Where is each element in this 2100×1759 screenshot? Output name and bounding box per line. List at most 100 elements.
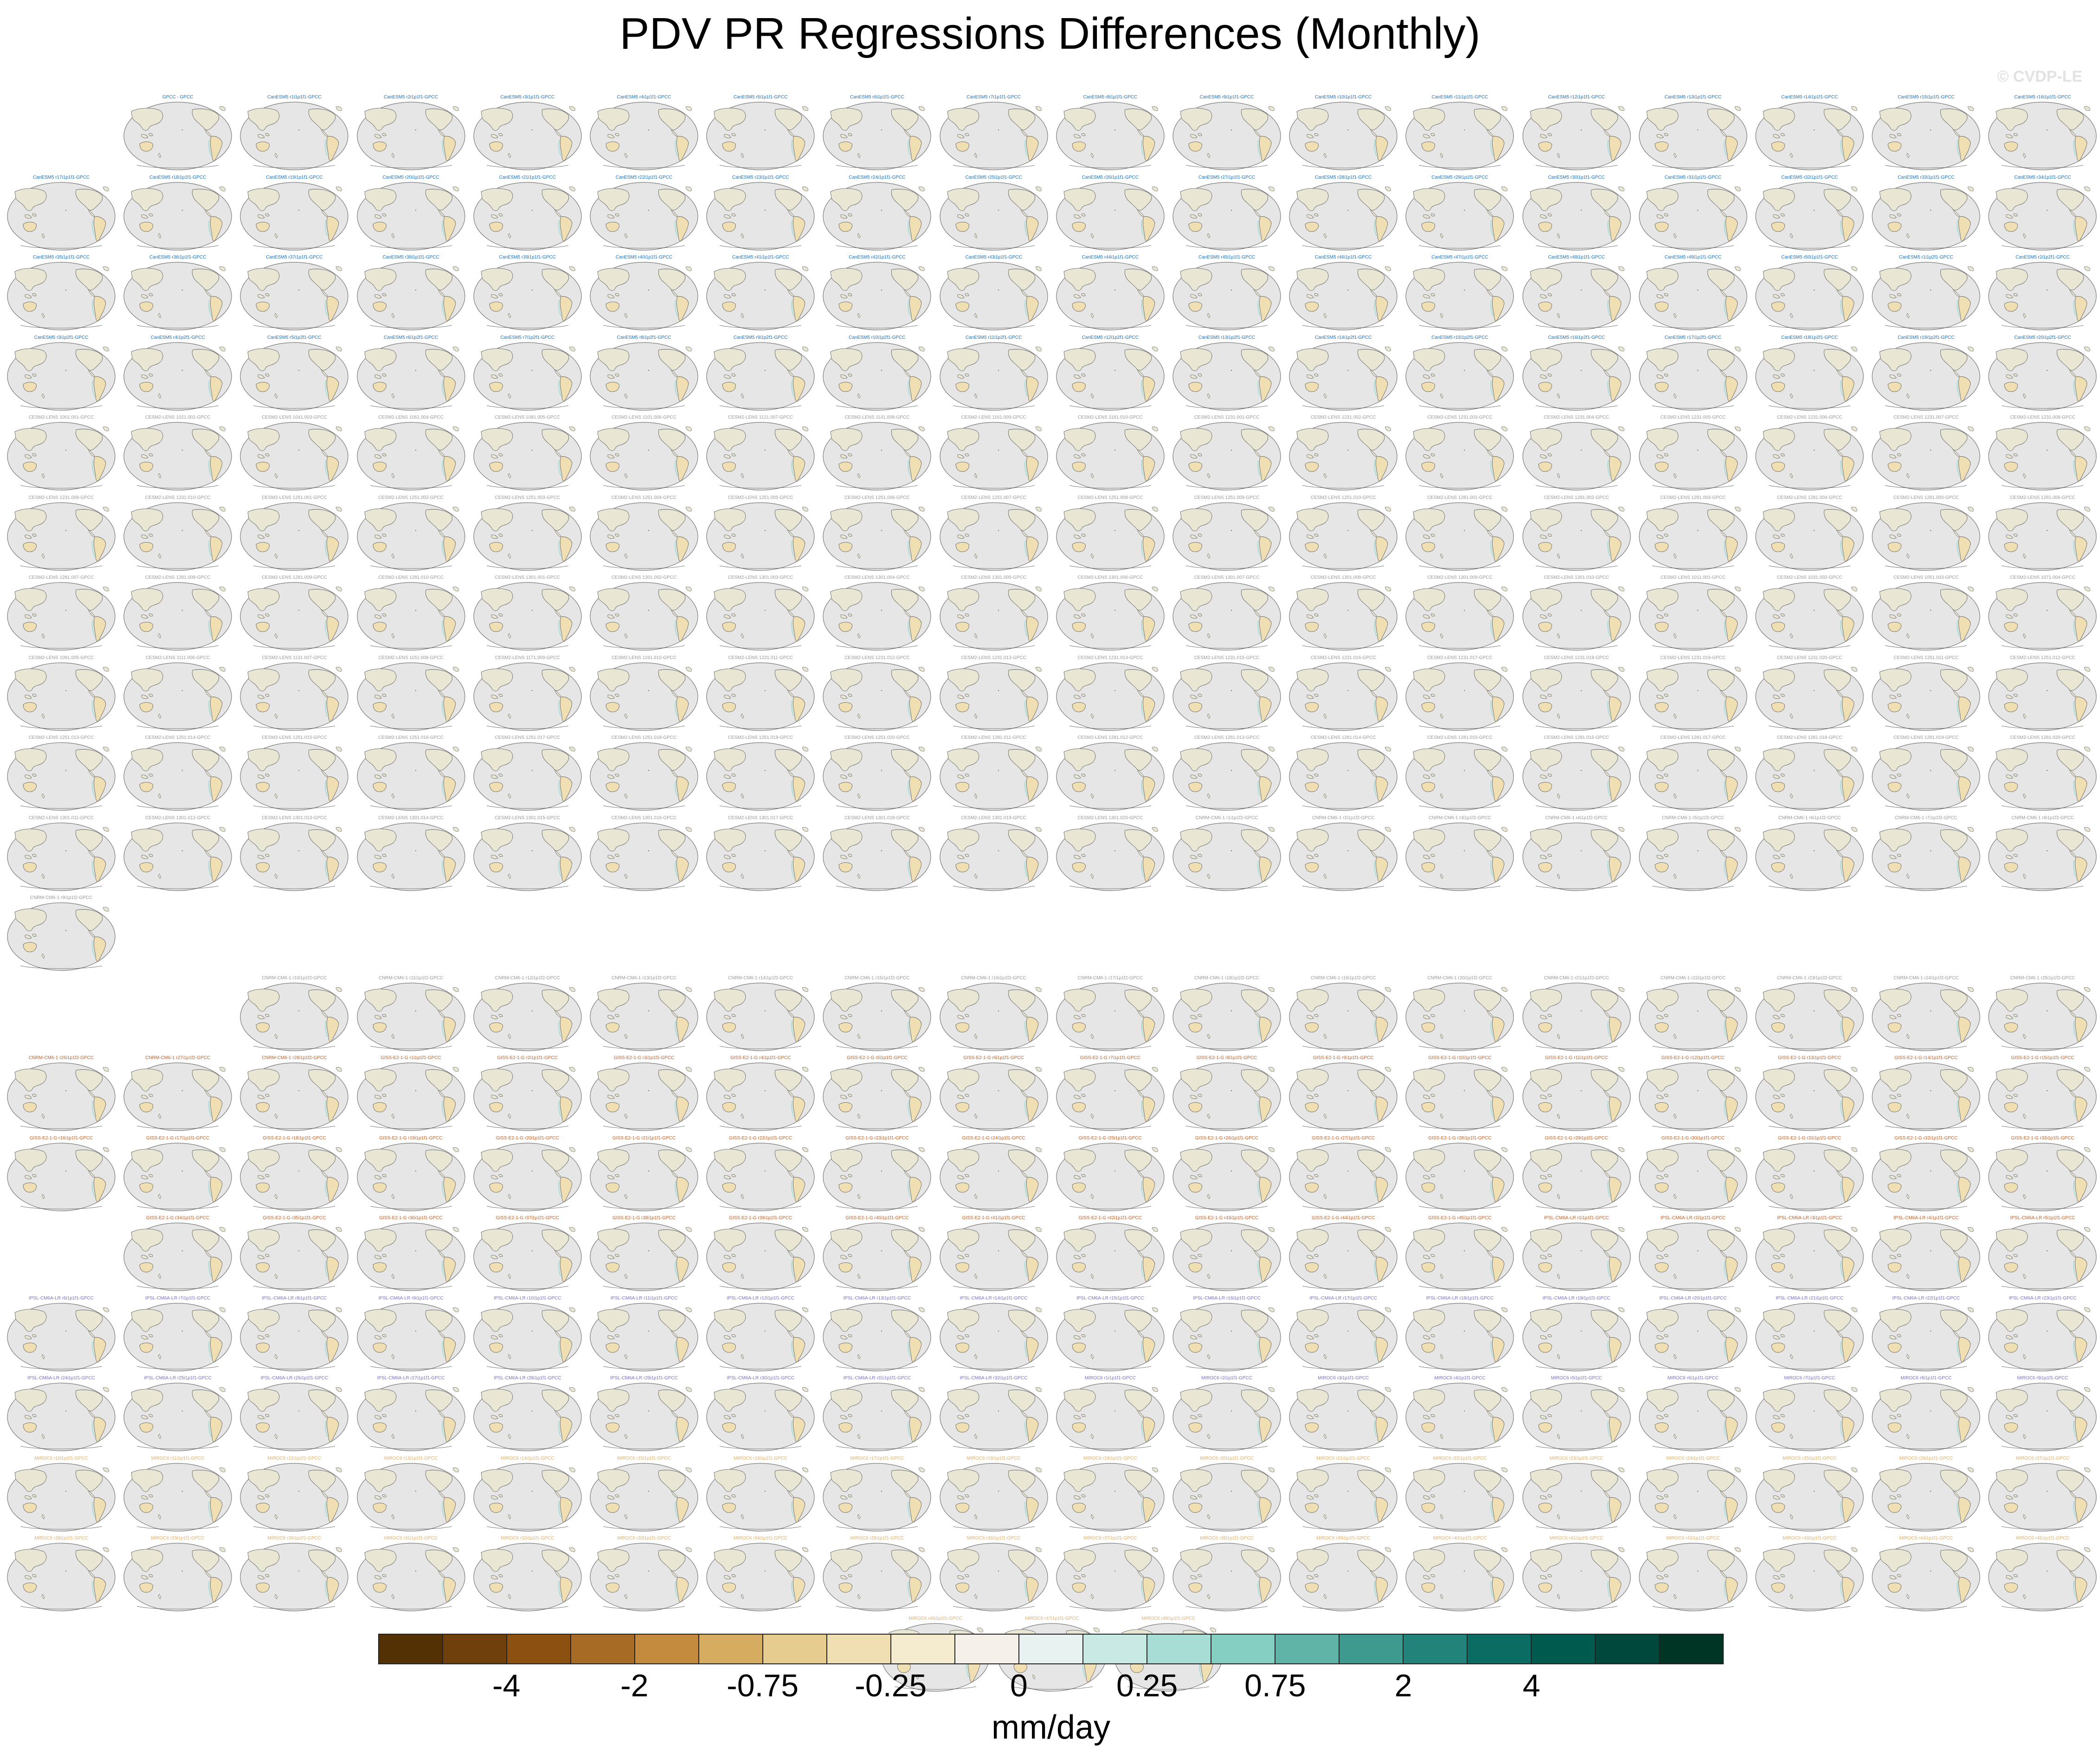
map-panel: CanESM5 r16i1p1f1-GPCC: [1986, 95, 2099, 174]
world-map: [1405, 1222, 1514, 1292]
map-panel: CESM2-LENS 1301.002-GPCC: [587, 575, 701, 654]
map-panel-title: CanESM5 r3i1p2f1-GPCC: [34, 335, 89, 340]
map-panel: IPSL-CM6A-LR r16i1p1f1-GPCC: [1170, 1296, 1283, 1375]
map-panel-title: MIROC6 r12i1p1f1-GPCC: [267, 1455, 322, 1461]
world-map: [1988, 1462, 2097, 1532]
map-panel-title: CESM2-LENS 1251.005-GPCC: [728, 495, 793, 500]
map-panel-title: CanESM5 r2i1p2f1-GPCC: [2016, 255, 2070, 260]
map-panel-title: CESM2-LENS 1251.016-GPCC: [378, 735, 444, 740]
world-map: [1056, 662, 1165, 731]
map-panel-title: IPSL-CM6A-LR r4i1p1f1-GPCC: [1894, 1216, 1959, 1221]
map-panel: CNRM-CM6-1 r22i1p1f2-GPCC: [1636, 976, 1750, 1054]
map-panel-title: CESM2-LENS 1231.017-GPCC: [1427, 655, 1493, 660]
map-panel: CESM2-LENS 1161.009-GPCC: [937, 415, 1050, 494]
world-map: [123, 742, 232, 811]
map-panel-title: CESM2-LENS 1301.019-GPCC: [961, 815, 1026, 821]
colorbar-box: [635, 1635, 699, 1663]
map-panel: CNRM-CM6-1 r7i1p1f2-GPCC: [1869, 815, 1983, 894]
map-panel: CanESM5 r7i1p2f1-GPCC: [471, 335, 584, 414]
map-panel-title: CESM2-LENS 1251.007-GPCC: [961, 495, 1026, 500]
world-map: [1522, 261, 1631, 331]
colorbar-box: [1019, 1635, 1083, 1663]
map-panel-title: CESM2-LENS 1281.007-GPCC: [28, 575, 94, 580]
world-map: [239, 261, 349, 331]
world-map: [589, 261, 699, 331]
world-map: [1988, 261, 2097, 331]
map-panel-title: CNRM-CM6-1 r10i1p1f2-GPCC: [262, 975, 327, 981]
map-panel: CanESM5 r30i1p1f1-GPCC: [1520, 175, 1633, 254]
world-map: [1522, 1542, 1631, 1612]
world-map: [1871, 1542, 1981, 1612]
map-panel: CESM2-LENS 1281.020-GPCC: [1986, 735, 2099, 814]
world-map: [1638, 1222, 1748, 1292]
map-panel-title: CNRM-CM6-1 r13i1p1f2-GPCC: [611, 975, 677, 981]
map-panel-title: CESM2-LENS 1231.014-GPCC: [1077, 655, 1143, 660]
world-map: [239, 502, 349, 571]
map-panel: CNRM-CM6-1 r8i1p1f2-GPCC: [1986, 815, 2099, 894]
world-map: [1056, 1222, 1165, 1292]
map-panel-title: MIROC6 r43i1p1f1-GPCC: [1783, 1536, 1836, 1541]
map-panel: GISS-E2-1-G r11i1p1f1-GPCC: [1520, 1055, 1633, 1134]
map-panel-title: IPSL-CM6A-LR r7i1p1f1-GPCC: [145, 1295, 211, 1301]
map-panel-title: GISS-E2-1-G r11i1p1f1-GPCC: [1545, 1055, 1608, 1061]
map-panel: CanESM5 r3i1p2f1-GPCC: [5, 335, 118, 414]
map-panel-title: CanESM5 r26i1p1f1-GPCC: [1082, 175, 1139, 180]
world-map: [1522, 742, 1631, 811]
map-panel: IPSL-CM6A-LR r11i1p1f1-GPCC: [587, 1296, 701, 1375]
map-panel: CanESM5 r21i1p1f1-GPCC: [471, 175, 584, 254]
map-panel: MIROC6 r40i1p1f1-GPCC: [1403, 1536, 1516, 1615]
map-panel-title: GISS-E2-1-G r37i1p1f1-GPCC: [496, 1216, 559, 1221]
world-map: [6, 421, 116, 491]
colorbar-box: [1468, 1635, 1532, 1663]
map-panel: CanESM5 r12i1p2f1-GPCC: [1054, 335, 1167, 414]
map-panel: CESM2-LENS 1301.020-GPCC: [1054, 815, 1167, 894]
map-panel: CESM2-LENS 1231.008-GPCC: [1986, 415, 2099, 494]
world-map: [1522, 1302, 1631, 1372]
map-panel-title: CESM2-LENS 1231.005-GPCC: [1660, 415, 1726, 420]
map-panel: MIROC6 r8i1p1f1-GPCC: [1869, 1376, 1983, 1455]
map-panel-title: CESM2-LENS 1281.006-GPCC: [2010, 495, 2075, 500]
map-panel: IPSL-CM6A-LR r26i1p1f1-GPCC: [238, 1376, 351, 1455]
map-panel-title: GISS-E2-1-G r18i1p1f1-GPCC: [263, 1135, 326, 1141]
map-panel: CanESM5 r23i1p1f1-GPCC: [704, 175, 817, 254]
world-map: [1172, 342, 1282, 411]
map-panel-title: CanESM5 r16i1p1f1-GPCC: [2014, 95, 2071, 100]
world-map: [822, 1302, 932, 1372]
map-panel: CESM2-LENS 1251.018-GPCC: [587, 735, 701, 814]
map-panel: CanESM5 r38i1p1f1-GPCC: [354, 255, 468, 334]
map-panel-title: CanESM5 r7i1p2f1-GPCC: [500, 335, 555, 340]
map-panel-title: GISS-E2-1-G r39i1p1f1-GPCC: [729, 1216, 792, 1221]
map-panel: IPSL-CM6A-LR r3i1p1f1-GPCC: [1753, 1216, 1866, 1294]
map-panel: CanESM5 r33i1p1f1-GPCC: [1869, 175, 1983, 254]
map-panel-title: GISS-E2-1-G r17i1p1f1-GPCC: [146, 1135, 210, 1141]
map-panel: MIROC6 r6i1p1f1-GPCC: [1636, 1376, 1750, 1455]
world-map: [1638, 1462, 1748, 1532]
map-panel-title: CESM2-LENS 1231.010-GPCC: [145, 495, 211, 500]
world-map: [706, 421, 815, 491]
map-panel: CESM2-LENS 1281.003-GPCC: [1636, 495, 1750, 574]
figure-title: PDV PR Regressions Differences (Monthly): [619, 9, 1481, 58]
world-map: [239, 742, 349, 811]
map-panel-title: CanESM5 r14i1p1f1-GPCC: [1781, 95, 1838, 100]
map-panel-title: CESM2-LENS 1251.018-GPCC: [611, 735, 677, 740]
map-panel-title: CanESM5 r10i1p2f1-GPCC: [849, 335, 906, 340]
map-panel-title: CESM2-LENS 1231.001-GPCC: [1194, 415, 1260, 420]
world-map: [1172, 421, 1282, 491]
colorbar-tick-label: -0.25: [855, 1668, 927, 1703]
map-panel-title: CESM2-LENS 1021.002-GPCC: [145, 415, 211, 420]
map-panel-title: CanESM5 r45i1p1f1-GPCC: [1198, 255, 1256, 260]
world-map: [1988, 822, 2097, 892]
map-panel: CNRM-CM6-1 r16i1p1f2-GPCC: [937, 976, 1050, 1054]
world-map: [822, 1222, 932, 1292]
world-map: [1288, 1062, 1398, 1132]
map-panel-title: MIROC6 r28i1p1f1-GPCC: [34, 1536, 88, 1541]
map-panel-title: GISS-E2-1-G r9i1p1f1-GPCC: [1313, 1055, 1374, 1061]
world-map: [706, 1382, 815, 1452]
map-panel: GISS-E2-1-G r2i1p1f1-GPCC: [471, 1055, 584, 1134]
map-panel-title: CanESM5 r5i1p1f1-GPCC: [733, 95, 788, 100]
world-map: [1638, 582, 1748, 651]
world-map: [706, 1222, 815, 1292]
map-panel: MIROC6 r18i1p1f1-GPCC: [937, 1456, 1050, 1535]
map-panel-title: CanESM5 r9i1p1f1-GPCC: [1199, 95, 1254, 100]
world-map: [1988, 1382, 2097, 1452]
